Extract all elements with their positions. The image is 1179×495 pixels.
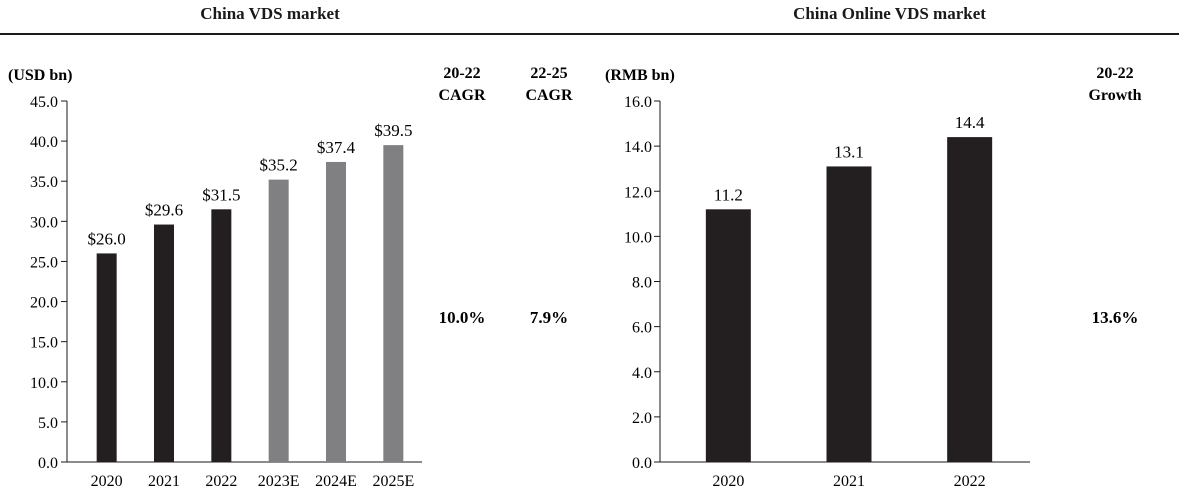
right-y-tick-label: 8.0 [632,275,652,292]
right-y-tick-label: 6.0 [632,320,652,337]
right-chart-title: China Online VDS market [793,4,986,23]
left-x-tick-label: 2020 [91,473,123,490]
left-bar-value-label: $35.2 [260,156,298,175]
right-x-tick-label: 2020 [712,473,744,490]
left-y-tick-label: 20.0 [30,295,58,312]
left-y-tick-label: 15.0 [30,335,58,352]
left-bar [211,209,232,462]
right-y-tick-label: 16.0 [624,94,652,111]
left-bar-value-label: $37.4 [317,138,356,157]
left-x-tick-label: 2021 [148,473,180,490]
left-y-tick-label: 45.0 [30,94,58,111]
right-bar-value-label: 14.4 [955,113,985,132]
left-y-tick-label: 25.0 [30,254,58,271]
left-growth-value: 7.9% [530,308,568,327]
left-y-tick-label: 30.0 [30,214,58,231]
left-growth-header: 22-25 [530,65,567,82]
left-chart-title: China VDS market [200,4,340,23]
left-growth-header: CAGR [525,87,573,104]
right-y-tick-label: 10.0 [624,229,652,246]
left-y-tick-label: 5.0 [38,415,58,432]
left-y-tick-label: 10.0 [30,375,58,392]
left-x-tick-label: 2024E [315,473,357,490]
right-y-tick-label: 12.0 [624,184,652,201]
left-bar [154,224,174,462]
left-bar [96,253,117,462]
left-growth-value: 10.0% [439,308,486,327]
left-growth-header: CAGR [438,87,486,104]
right-y-tick-label: 14.0 [624,139,652,156]
right-growth-value: 13.6% [1092,308,1139,327]
right-bar-value-label: 13.1 [834,142,864,161]
right-x-tick-label: 2022 [954,473,986,490]
right-growth-header: 20-22 [1096,65,1133,82]
right-growth-header: Growth [1088,87,1141,104]
title-divider [0,33,1179,35]
right-unit-label: (RMB bn) [605,67,675,84]
left-bar-value-label: $26.0 [88,229,126,248]
left-y-tick-label: 0.0 [38,455,58,472]
left-bar-value-label: $39.5 [374,121,412,140]
left-x-tick-label: 2022 [205,473,237,490]
left-bar-value-label: $31.5 [202,185,240,204]
right-bar [705,209,751,462]
right-y-tick-label: 0.0 [632,455,652,472]
left-bar [268,179,289,462]
left-growth-header: 20-22 [443,65,480,82]
left-bar-value-label: $29.6 [145,201,183,220]
right-y-tick-label: 2.0 [632,410,652,427]
left-unit-label: (USD bn) [8,67,72,84]
right-bar [947,137,993,462]
left-y-tick-label: 40.0 [30,134,58,151]
left-x-tick-label: 2023E [258,473,300,490]
left-y-tick-label: 35.0 [30,174,58,191]
left-bar [383,145,404,462]
left-x-tick-label: 2025E [372,473,414,490]
right-x-tick-label: 2021 [833,473,865,490]
right-bar [826,166,872,462]
right-y-tick-label: 4.0 [632,365,652,382]
right-bar-value-label: 11.2 [714,185,743,204]
left-bar [326,161,346,463]
